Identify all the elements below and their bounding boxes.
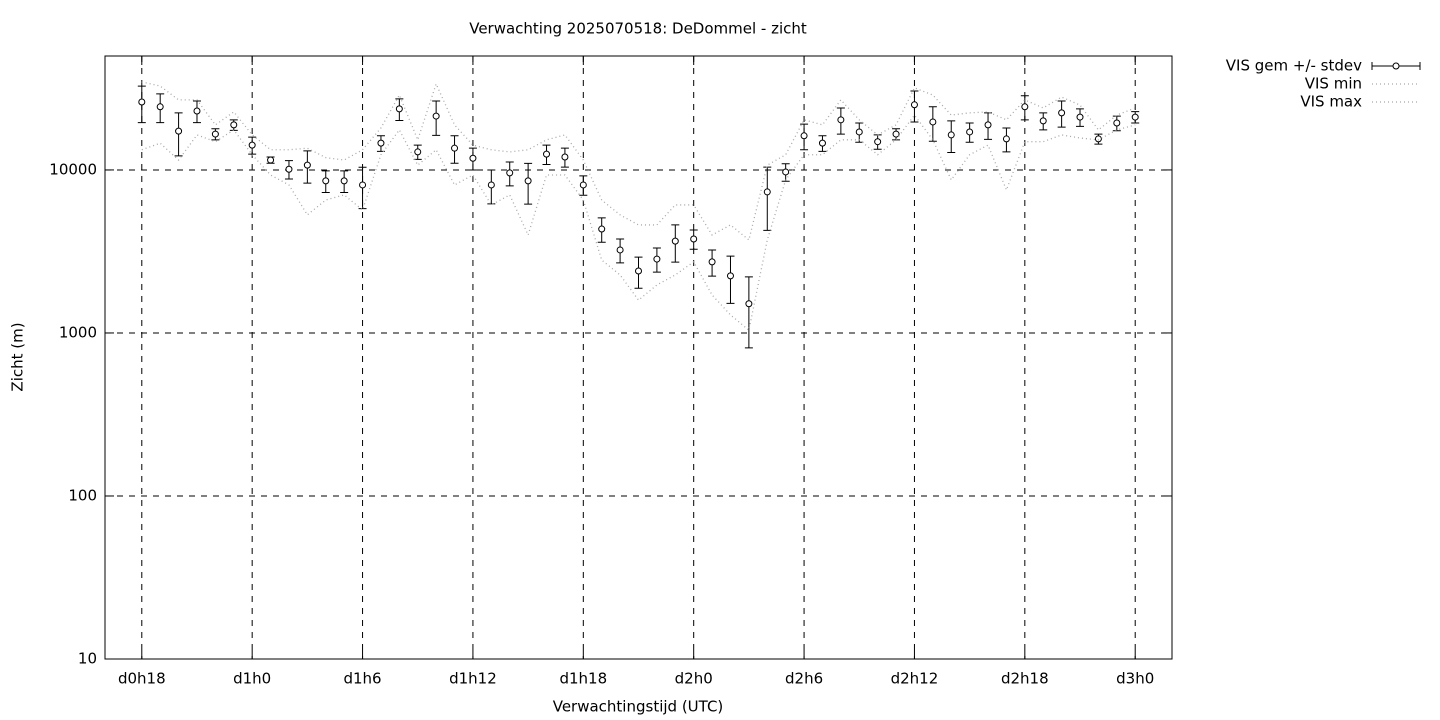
- point: [653, 255, 661, 263]
- point: [285, 165, 293, 173]
- x-tick-label: d1h18: [559, 670, 607, 688]
- point: [267, 156, 275, 164]
- legend-swatch: [1392, 62, 1400, 70]
- point: [635, 267, 642, 275]
- legend-label: VIS max: [1300, 93, 1362, 111]
- point: [708, 258, 716, 266]
- point: [377, 139, 385, 147]
- x-tick-label: d1h12: [449, 670, 497, 688]
- point: [800, 132, 808, 140]
- point: [947, 131, 955, 139]
- x-tick-label: d2h18: [1001, 670, 1049, 688]
- x-tick-label: d0h18: [118, 670, 166, 688]
- chart-title: Verwachting 2025070518: DeDommel - zicht: [469, 20, 807, 38]
- x-tick-label: d1h6: [343, 670, 381, 688]
- point: [487, 181, 495, 189]
- point: [414, 148, 422, 156]
- x-tick-label: d2h6: [785, 670, 823, 688]
- legend-label: VIS gem +/- stdev: [1226, 57, 1362, 75]
- x-tick-label: d2h0: [675, 670, 713, 688]
- point: [193, 107, 201, 115]
- point: [579, 181, 587, 189]
- point: [1094, 135, 1102, 143]
- y-tick-label: 10000: [49, 160, 97, 178]
- min-max-line: [141, 114, 1136, 332]
- x-axis-label: Verwachtingstijd (UTC): [553, 698, 724, 716]
- point: [671, 237, 679, 245]
- legend-label: VIS min: [1305, 75, 1362, 93]
- y-tick-label: 10: [78, 650, 97, 668]
- point: [469, 154, 477, 162]
- point: [929, 118, 937, 126]
- point: [1058, 109, 1066, 117]
- error-bar: [726, 255, 735, 304]
- point: [818, 139, 826, 147]
- point: [1021, 103, 1029, 111]
- point: [892, 130, 900, 138]
- y-tick-label: 100: [68, 486, 97, 504]
- point: [690, 235, 698, 243]
- x-tick-label: d1h0: [233, 670, 271, 688]
- point: [1002, 135, 1010, 143]
- error-bar: [744, 276, 753, 349]
- point: [874, 138, 882, 146]
- point: [1131, 113, 1139, 121]
- point: [1039, 117, 1047, 125]
- point: [340, 177, 348, 185]
- point: [561, 153, 569, 161]
- point: [966, 128, 974, 136]
- point: [726, 272, 734, 280]
- point: [506, 169, 514, 177]
- point: [303, 161, 311, 169]
- point: [984, 121, 992, 129]
- point: [451, 144, 459, 152]
- point: [598, 225, 606, 233]
- x-tick-label: d3h0: [1116, 670, 1154, 688]
- point: [175, 127, 183, 135]
- y-tick-label: 1000: [59, 323, 97, 341]
- point: [855, 128, 863, 136]
- point: [248, 141, 256, 149]
- point: [138, 98, 146, 106]
- point: [745, 300, 753, 308]
- point: [322, 177, 330, 185]
- point: [616, 246, 624, 254]
- plot-frame: [104, 55, 1173, 660]
- point: [837, 116, 845, 124]
- point: [211, 130, 219, 138]
- point: [395, 105, 403, 113]
- point: [910, 101, 918, 109]
- point: [156, 103, 164, 111]
- point: [1113, 119, 1121, 127]
- point: [230, 121, 238, 129]
- y-axis-label: Zicht (m): [9, 322, 27, 391]
- point: [763, 188, 771, 196]
- point: [1076, 113, 1084, 121]
- point: [359, 181, 367, 189]
- point: [782, 168, 790, 176]
- x-tick-label: d2h12: [891, 670, 939, 688]
- point: [432, 112, 440, 120]
- point: [543, 150, 551, 158]
- point: [524, 177, 532, 185]
